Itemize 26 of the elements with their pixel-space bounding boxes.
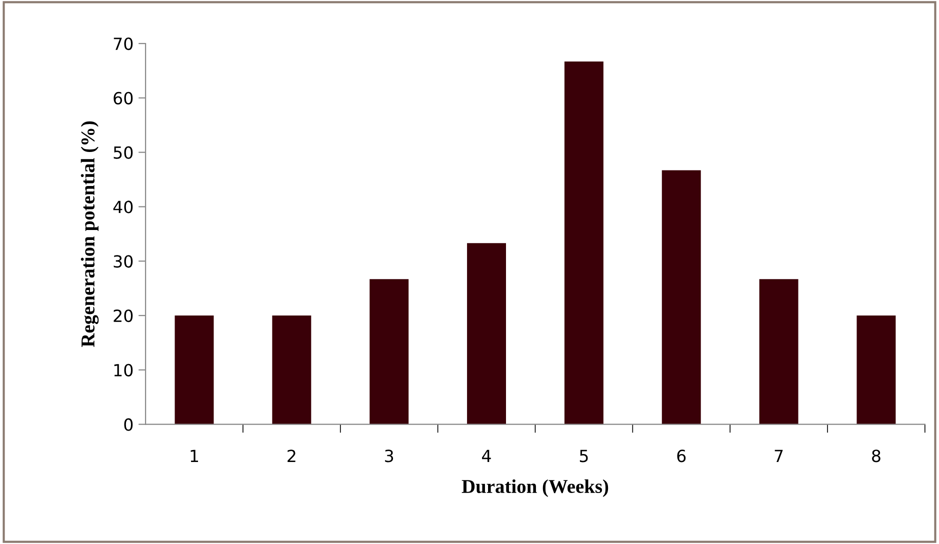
bar (759, 279, 798, 424)
bar (662, 170, 701, 424)
y-tick-label: 30 (114, 255, 133, 268)
bar (564, 61, 604, 424)
y-tick-label: 20 (114, 309, 133, 322)
y-tick-label: 60 (114, 92, 133, 104)
x-tick-label: 4 (482, 450, 491, 462)
bar (370, 279, 409, 424)
y-tick-label: 50 (114, 146, 133, 159)
x-axis-title: Duration (Weeks) (462, 479, 608, 497)
x-tick-label: 6 (677, 450, 686, 462)
y-tick-label: 0 (124, 418, 133, 431)
bar (467, 243, 506, 424)
y-tick-label: 70 (114, 37, 133, 50)
y-axis-title: Regeneration potential (%) (80, 121, 99, 347)
x-tick-label: 8 (872, 450, 880, 462)
x-tick-label: 3 (385, 450, 394, 462)
x-tick-label: 7 (774, 450, 783, 462)
y-tick-label: 40 (113, 200, 133, 214)
x-tick-label: 2 (288, 450, 296, 462)
x-tick-label: 1 (190, 450, 198, 462)
bar (174, 316, 214, 424)
x-tick-label: 5 (580, 450, 588, 462)
bar (272, 316, 312, 424)
y-tick-label: 10 (114, 364, 133, 376)
bar (856, 316, 896, 424)
